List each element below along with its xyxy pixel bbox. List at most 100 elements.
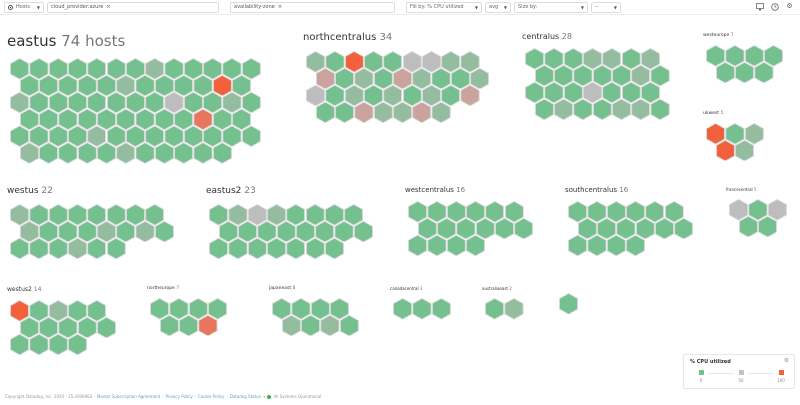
host-hexagon[interactable] — [77, 74, 97, 97]
host-hexagon[interactable] — [310, 298, 330, 320]
host-hexagon[interactable] — [164, 91, 184, 114]
host-hexagon[interactable] — [320, 314, 340, 337]
host-hexagon[interactable] — [525, 81, 545, 104]
clock-icon[interactable] — [770, 2, 779, 11]
host-hexagon[interactable] — [266, 237, 287, 260]
host-hexagon[interactable] — [640, 81, 661, 104]
host-hexagon[interactable] — [412, 67, 432, 90]
host-hexagon[interactable] — [257, 220, 277, 243]
fill-aggregation-select[interactable]: avg ▼ — [485, 1, 511, 13]
host-hexagon[interactable] — [559, 293, 579, 315]
host-hexagon[interactable] — [164, 125, 184, 148]
host-hexagon[interactable] — [183, 58, 203, 80]
link-datadog-status[interactable]: Datadog Status → — [229, 394, 266, 399]
host-hexagon[interactable] — [544, 81, 564, 104]
host-hexagon[interactable] — [222, 58, 242, 80]
host-hexagon[interactable] — [582, 81, 603, 104]
host-hexagon[interactable] — [247, 237, 267, 260]
host-hexagon[interactable] — [334, 101, 355, 124]
host-hexagon[interactable] — [281, 314, 301, 337]
host-hexagon[interactable] — [231, 74, 252, 97]
host-hexagon[interactable] — [748, 199, 768, 221]
host-hexagon[interactable] — [77, 108, 97, 131]
host-hexagon[interactable] — [621, 48, 641, 70]
host-hexagon[interactable] — [334, 67, 355, 90]
host-hexagon[interactable] — [763, 45, 784, 67]
link-cookie-policy[interactable]: Cookie Policy — [198, 394, 225, 399]
host-hexagon[interactable] — [77, 220, 97, 243]
host-hexagon[interactable] — [734, 139, 755, 162]
host-hexagon[interactable] — [125, 58, 146, 80]
host-hexagon[interactable] — [606, 201, 626, 223]
host-hexagon[interactable] — [441, 51, 461, 73]
filter-input[interactable]: cloud_provider:azure × — [47, 1, 219, 13]
host-hexagon[interactable] — [154, 74, 175, 97]
host-hexagon[interactable] — [315, 67, 335, 90]
host-hexagon[interactable] — [19, 142, 39, 164]
host-hexagon[interactable] — [412, 101, 432, 124]
host-hexagon[interactable] — [203, 58, 223, 80]
host-hexagon[interactable] — [174, 142, 194, 164]
host-hexagon[interactable] — [67, 204, 88, 226]
host-hexagon[interactable] — [363, 51, 384, 73]
scope-select[interactable]: Hosts ▼ — [4, 1, 44, 13]
remove-tag-icon[interactable]: × — [277, 4, 283, 10]
host-hexagon[interactable] — [383, 84, 403, 107]
monitor-icon[interactable] — [755, 2, 764, 11]
host-hexagon[interactable] — [421, 51, 442, 73]
host-hexagon[interactable] — [272, 298, 292, 320]
host-hexagon[interactable] — [38, 74, 59, 97]
host-hexagon[interactable] — [734, 61, 755, 84]
host-hexagon[interactable] — [19, 74, 39, 97]
size-aggregation-select[interactable]: -- ▼ — [591, 1, 621, 13]
host-hexagon[interactable] — [485, 201, 505, 223]
host-hexagon[interactable] — [87, 237, 107, 260]
host-hexagon[interactable] — [324, 204, 345, 226]
host-hexagon[interactable] — [674, 217, 694, 240]
host-hexagon[interactable] — [757, 215, 778, 238]
host-hexagon[interactable] — [305, 237, 325, 260]
host-hexagon[interactable] — [135, 74, 155, 97]
host-hexagon[interactable] — [402, 51, 422, 73]
host-hexagon[interactable] — [393, 298, 413, 320]
host-hexagon[interactable] — [96, 142, 117, 164]
host-hexagon[interactable] — [417, 217, 437, 240]
host-hexagon[interactable] — [450, 67, 471, 90]
host-hexagon[interactable] — [228, 237, 248, 260]
host-hexagon[interactable] — [587, 234, 607, 257]
host-hexagon[interactable] — [145, 125, 165, 148]
host-hexagon[interactable] — [664, 201, 684, 223]
host-hexagon[interactable] — [48, 237, 68, 260]
host-hexagon[interactable] — [602, 81, 622, 104]
host-hexagon[interactable] — [77, 316, 97, 339]
host-hexagon[interactable] — [563, 81, 583, 104]
host-hexagon[interactable] — [96, 108, 117, 131]
host-hexagon[interactable] — [48, 204, 68, 226]
host-hexagon[interactable] — [324, 237, 345, 260]
host-hexagon[interactable] — [592, 98, 612, 121]
host-hexagon[interactable] — [306, 51, 326, 73]
host-hexagon[interactable] — [135, 108, 155, 131]
host-hexagon[interactable] — [231, 108, 252, 131]
host-hexagon[interactable] — [135, 142, 155, 164]
host-hexagon[interactable] — [431, 101, 451, 124]
host-hexagon[interactable] — [363, 84, 384, 107]
host-hexagon[interactable] — [150, 298, 170, 320]
host-hexagon[interactable] — [475, 217, 495, 240]
group-by-input[interactable]: availability-zone × — [230, 1, 395, 13]
host-hexagon[interactable] — [29, 237, 49, 260]
host-hexagon[interactable] — [465, 201, 486, 223]
host-hexagon[interactable] — [616, 217, 636, 240]
host-hexagon[interactable] — [222, 91, 242, 114]
host-hexagon[interactable] — [431, 298, 451, 320]
host-hexagon[interactable] — [767, 199, 787, 221]
host-hexagon[interactable] — [10, 333, 30, 356]
host-hexagon[interactable] — [159, 314, 179, 337]
host-hexagon[interactable] — [568, 201, 588, 223]
host-hexagon[interactable] — [427, 201, 447, 223]
host-hexagon[interactable] — [553, 64, 574, 87]
host-hexagon[interactable] — [125, 91, 146, 114]
host-hexagon[interactable] — [412, 298, 432, 320]
host-hexagon[interactable] — [58, 142, 78, 164]
host-hexagon[interactable] — [631, 64, 651, 87]
